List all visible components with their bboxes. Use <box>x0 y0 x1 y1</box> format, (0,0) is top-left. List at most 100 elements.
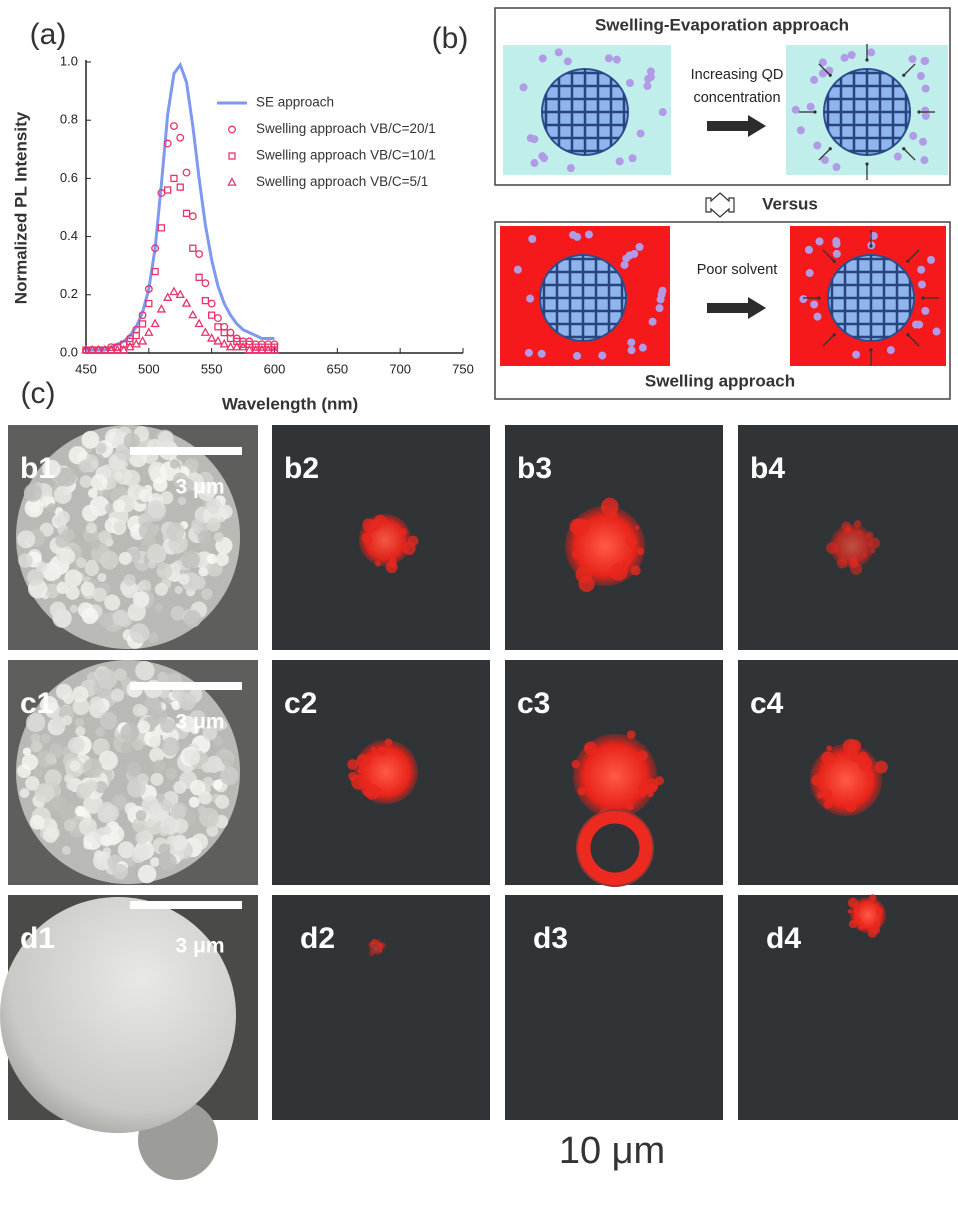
grain <box>114 467 132 485</box>
grain <box>220 766 239 785</box>
fluorescence-speck <box>857 530 862 535</box>
fluorescence-speck <box>350 776 356 782</box>
pressure-arrow <box>907 249 920 262</box>
arrow-head <box>865 162 869 166</box>
y-tick-label: 0.2 <box>60 286 78 301</box>
quantum-dot <box>917 265 926 274</box>
legend-label: SE approach <box>256 95 334 110</box>
quantum-dot <box>569 230 578 239</box>
grain <box>152 759 166 773</box>
grain <box>178 692 197 711</box>
image-label: c4 <box>750 687 784 720</box>
grain <box>26 712 46 733</box>
diagram-title: Swelling-Evaporation approach <box>595 15 849 34</box>
grain <box>97 669 118 690</box>
grain <box>75 557 87 569</box>
grain <box>188 796 200 808</box>
grain <box>65 585 80 600</box>
marker <box>144 327 154 336</box>
grain <box>213 532 224 543</box>
fluorescence-speck <box>584 744 590 750</box>
fluorescence-speck <box>356 753 371 768</box>
fluorescence-speck <box>878 909 883 914</box>
grain <box>56 581 69 594</box>
grain <box>212 779 223 790</box>
quantum-dot <box>791 105 800 114</box>
fluorescence-speck <box>399 528 408 536</box>
versus-label: Versus <box>762 194 818 213</box>
grain <box>200 588 213 600</box>
fluorescence-speck <box>384 738 393 747</box>
arrow-head <box>832 259 836 263</box>
quantum-dot <box>643 82 652 91</box>
pressure-arrow <box>822 334 835 347</box>
marker <box>125 341 135 351</box>
quantum-dot <box>813 141 822 150</box>
grain <box>69 760 81 772</box>
fluorescence-speck <box>609 562 628 581</box>
fluorescence-speck <box>869 548 876 554</box>
fluorescence-speck <box>351 774 367 790</box>
grain <box>206 824 219 837</box>
marker <box>131 338 141 348</box>
grain <box>211 717 226 731</box>
grain <box>97 572 107 583</box>
quantum-dot <box>927 255 936 264</box>
quantum-dot <box>920 156 929 165</box>
grain <box>53 517 62 526</box>
quantum-dot <box>921 84 930 93</box>
grain <box>205 498 222 514</box>
fluorescence-speck <box>867 772 874 780</box>
quantum-dot <box>528 235 537 244</box>
fluorescence-speck <box>364 536 373 545</box>
grain <box>113 521 125 533</box>
image-label: b4 <box>750 452 785 485</box>
grain <box>135 661 155 681</box>
grain <box>120 741 134 754</box>
grain <box>84 561 100 577</box>
grain <box>81 504 99 522</box>
marker <box>238 341 248 351</box>
marker <box>228 125 236 134</box>
quantum-dot <box>917 280 926 289</box>
marker-series <box>82 122 279 355</box>
quantum-dot <box>627 338 636 347</box>
marker <box>87 344 97 354</box>
marker <box>201 279 210 288</box>
fluorescence-speck <box>823 800 833 809</box>
arrow-head <box>869 348 873 352</box>
marker <box>250 344 261 354</box>
quantum-dot <box>796 126 805 135</box>
marker-series <box>81 286 280 354</box>
grain <box>86 522 97 534</box>
panel-label: (c) <box>21 377 56 410</box>
marker <box>81 344 91 354</box>
fluorescence-speck <box>371 938 377 945</box>
grain <box>72 686 89 703</box>
arrow-head <box>869 244 873 248</box>
grain <box>121 580 139 598</box>
grain <box>78 459 92 473</box>
grain <box>198 566 208 577</box>
quantum-dot <box>820 156 829 165</box>
fluorescence-speck <box>362 783 376 797</box>
quantum-dot <box>819 68 828 77</box>
image-label: c2 <box>284 687 317 720</box>
grain <box>133 843 151 861</box>
grain <box>95 727 106 737</box>
grain <box>89 696 104 710</box>
grain <box>137 864 157 884</box>
scale-bar <box>130 901 242 909</box>
fluorescence-speck <box>625 801 634 811</box>
grain <box>53 485 72 504</box>
pressure-arrow <box>822 249 835 262</box>
quantum-dot <box>628 154 637 163</box>
quantum-dot <box>612 55 621 64</box>
grain <box>40 733 51 744</box>
grain <box>61 845 71 855</box>
fluorescence-speck <box>643 778 659 794</box>
quantum-dot <box>658 108 667 117</box>
fluorescence-speck <box>826 542 838 554</box>
fluorescence-image <box>738 895 958 1120</box>
pressure-arrow <box>818 148 831 161</box>
